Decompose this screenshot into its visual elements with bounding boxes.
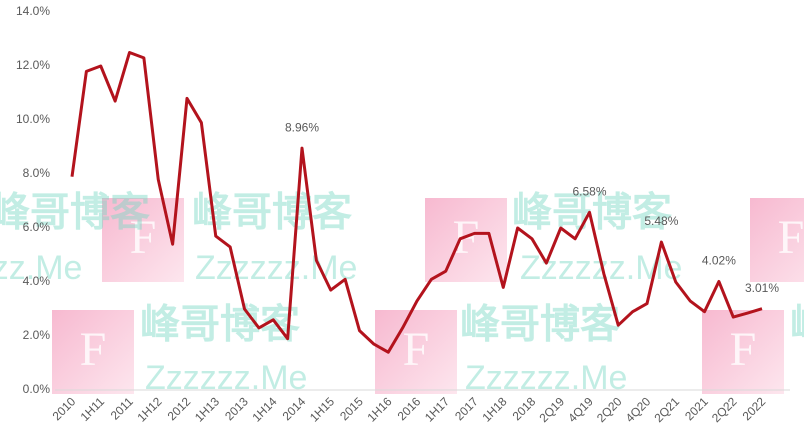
x-tick-label: 1H18: [479, 394, 509, 424]
watermark-site: Zzzzzz.Me: [195, 249, 357, 287]
x-tick-label: 2Q19: [536, 394, 567, 425]
watermark-name: 峰哥博客: [140, 303, 300, 347]
x-tick-label: 2016: [395, 394, 424, 423]
x-tick-label: 2012: [165, 394, 194, 423]
x-tick-label: 2Q21: [651, 394, 682, 425]
x-tick-label: 2018: [510, 394, 539, 423]
watermark-box: [702, 310, 784, 394]
watermark-name: 峰哥博客: [0, 191, 150, 235]
x-tick-label: 1H11: [78, 394, 108, 424]
watermark-logo: F: [130, 211, 157, 264]
y-tick-label: 10.0%: [16, 112, 50, 126]
x-tick-label: 2017: [452, 394, 481, 423]
x-tick-label: 2014: [280, 394, 309, 423]
watermark-name: 峰哥博客: [460, 303, 620, 347]
x-tick-label: 1H13: [192, 394, 222, 424]
y-tick-label: 12.0%: [16, 58, 50, 72]
y-tick-label: 2.0%: [23, 328, 51, 342]
x-tick-label: 1H17: [422, 394, 452, 424]
watermark-name: 峰哥博客: [192, 191, 352, 235]
x-tick-label: 4Q20: [623, 394, 654, 425]
x-tick-label: 4Q19: [565, 394, 596, 425]
x-tick-label: 1H14: [249, 394, 279, 424]
y-tick-label: 6.0%: [23, 220, 51, 234]
y-tick-label: 4.0%: [23, 274, 51, 288]
data-label: 4.02%: [702, 254, 736, 268]
watermark-logo: F: [403, 323, 430, 376]
watermark-logo: F: [778, 211, 804, 264]
y-tick-label: 0.0%: [23, 382, 51, 396]
x-tick-label: 2Q22: [709, 394, 740, 425]
watermark-logo: F: [80, 323, 107, 376]
line: [70, 51, 763, 354]
watermark-site: Zzzzzz.Me: [0, 249, 82, 287]
watermark-box: [425, 198, 507, 282]
data-label: 3.01%: [745, 281, 779, 295]
watermark-name: 峰哥博客: [790, 303, 804, 347]
x-tick-label: 1H12: [134, 394, 164, 424]
x-tick-label: 1H15: [307, 394, 337, 424]
watermark-site: Zzzzzz.Me: [145, 359, 307, 397]
watermark-site: Zzzzzz.Me: [465, 359, 627, 397]
watermark-box: [750, 198, 804, 282]
y-tick-label: 8.0%: [23, 166, 51, 180]
x-tick-label: 2013: [222, 394, 251, 423]
data-label: 8.96%: [285, 120, 319, 134]
data-label: 6.58%: [572, 185, 606, 199]
x-tick-label: 2021: [682, 394, 711, 423]
x-tick-label: 2022: [740, 394, 769, 423]
x-tick-label: 2011: [108, 394, 136, 422]
x-tick-label: 2Q20: [594, 394, 625, 425]
x-tick-label: 2010: [50, 394, 79, 423]
watermark-box: [52, 310, 134, 394]
x-tick-label: 2015: [337, 394, 366, 423]
x-tick-label: 1H16: [364, 394, 394, 424]
data-label: 5.48%: [644, 214, 678, 228]
y-tick-label: 14.0%: [16, 4, 50, 18]
watermark-logo: F: [730, 323, 757, 376]
